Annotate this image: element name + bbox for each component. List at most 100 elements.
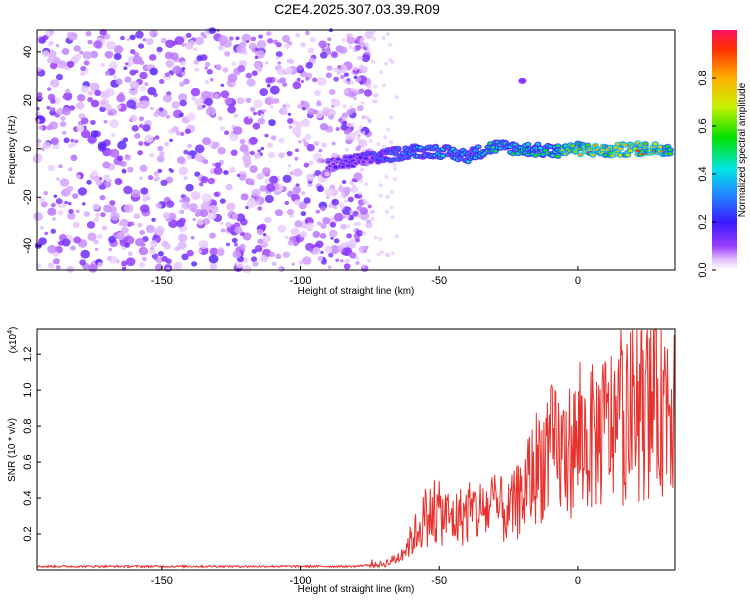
noise-blob bbox=[363, 89, 373, 97]
colorbar-tick-label: 0.2 bbox=[697, 214, 709, 229]
noise-blob bbox=[208, 209, 212, 213]
noise-blob bbox=[287, 112, 292, 116]
noise-blob bbox=[257, 206, 263, 211]
noise-blob bbox=[326, 65, 333, 71]
x-tick-label: 0 bbox=[575, 275, 581, 287]
noise-blob bbox=[341, 112, 349, 119]
noise-blob bbox=[297, 104, 302, 109]
noise-blob bbox=[276, 42, 282, 48]
spectrogram-x-ticks: -150 -100 -50 0 bbox=[151, 266, 581, 287]
ridge-core bbox=[391, 158, 396, 162]
noise-blob bbox=[315, 209, 321, 214]
y-tick-label: 0 bbox=[22, 146, 34, 152]
noise-blob bbox=[194, 144, 205, 154]
noise-blob bbox=[350, 181, 355, 186]
noise-blob bbox=[307, 108, 316, 116]
chart-title: C2E4.2025.307.03.39.R09 bbox=[274, 1, 440, 17]
noise-blob bbox=[319, 232, 327, 239]
noise-blob bbox=[56, 73, 63, 81]
noise-blob bbox=[219, 198, 226, 204]
noise-blob bbox=[33, 212, 43, 221]
spectrogram-y-ticks: -40 -20 0 20 40 bbox=[22, 46, 41, 254]
noise-blob bbox=[250, 36, 257, 42]
noise-blob bbox=[213, 166, 223, 175]
noise-blob bbox=[59, 178, 70, 187]
noise-blob bbox=[284, 103, 291, 109]
noise-blob bbox=[160, 179, 168, 186]
noise-blob bbox=[173, 261, 183, 270]
noise-blob bbox=[362, 231, 367, 236]
noise-blob bbox=[356, 205, 363, 211]
ridge-core bbox=[570, 144, 576, 148]
noise-blob bbox=[175, 130, 181, 136]
noise-blob bbox=[90, 120, 96, 125]
noise-blob bbox=[148, 89, 153, 94]
spectrogram-y-label: Frequency (Hz) bbox=[7, 116, 18, 185]
noise-blob bbox=[312, 230, 321, 238]
noise-blob bbox=[127, 166, 134, 173]
noise-blob bbox=[309, 248, 313, 253]
noise-blob bbox=[186, 249, 194, 257]
noise-blob bbox=[268, 119, 276, 127]
noise-blob bbox=[90, 99, 100, 108]
noise-blob bbox=[110, 212, 120, 221]
noise-blob bbox=[123, 185, 133, 195]
noise-blob bbox=[350, 123, 355, 127]
noise-blob bbox=[64, 200, 68, 205]
ridge-core bbox=[493, 149, 498, 153]
x-tick-label: -150 bbox=[151, 275, 173, 287]
noise-blob bbox=[70, 138, 75, 143]
noise-blob bbox=[384, 61, 389, 66]
noise-blob bbox=[262, 233, 267, 237]
noise-blob bbox=[144, 134, 154, 143]
noise-blob bbox=[338, 46, 348, 54]
noise-blob bbox=[159, 151, 165, 157]
noise-blob bbox=[165, 39, 175, 48]
noise-blob bbox=[389, 189, 394, 194]
noise-blob bbox=[206, 69, 213, 75]
noise-blob bbox=[261, 167, 271, 176]
noise-blob bbox=[353, 96, 358, 101]
noise-blob bbox=[251, 70, 258, 76]
noise-blob bbox=[166, 200, 175, 208]
noise-blob bbox=[344, 199, 348, 203]
ridge-core bbox=[331, 162, 336, 166]
noise-blob bbox=[227, 105, 237, 114]
noise-blob bbox=[55, 265, 61, 270]
noise-blob bbox=[267, 38, 274, 44]
noise-blob bbox=[130, 189, 141, 198]
noise-blob bbox=[293, 168, 303, 177]
ridge-core bbox=[348, 155, 353, 159]
noise-blob bbox=[202, 218, 211, 225]
noise-blob bbox=[306, 173, 315, 182]
noise-blob bbox=[196, 55, 203, 62]
noise-blob bbox=[82, 202, 86, 206]
noise-blob bbox=[270, 135, 277, 141]
noise-blob bbox=[295, 133, 301, 138]
noise-blob bbox=[188, 203, 198, 212]
isolated-blob bbox=[518, 77, 527, 84]
noise-blob bbox=[218, 45, 224, 51]
noise-blob bbox=[347, 196, 354, 203]
noise-blob bbox=[80, 72, 85, 76]
noise-blob bbox=[150, 107, 154, 111]
ridge-core bbox=[640, 152, 645, 156]
noise-blob bbox=[306, 143, 315, 152]
noise-blob bbox=[325, 72, 332, 79]
noise-blob bbox=[139, 204, 150, 213]
noise-blob bbox=[302, 107, 306, 111]
noise-blob bbox=[357, 221, 362, 226]
noise-blob bbox=[257, 117, 266, 125]
noise-blob bbox=[69, 105, 76, 111]
noise-blob bbox=[108, 61, 118, 70]
noise-blob bbox=[142, 197, 148, 202]
noise-blob bbox=[392, 177, 397, 182]
noise-blob bbox=[172, 65, 182, 75]
noise-blob bbox=[342, 104, 347, 109]
noise-blob bbox=[204, 80, 209, 85]
noise-blob bbox=[353, 130, 358, 135]
x-tick-label: -150 bbox=[151, 575, 173, 587]
noise-blob bbox=[356, 136, 361, 141]
noise-blob bbox=[353, 222, 358, 227]
noise-blob bbox=[257, 149, 261, 153]
